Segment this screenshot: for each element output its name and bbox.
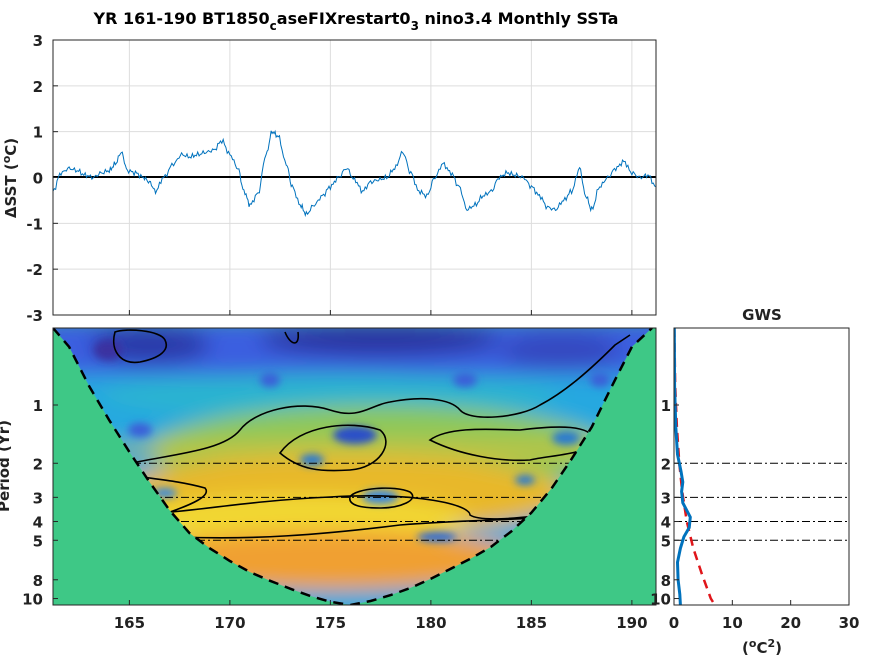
figure-title: YR 161-190 BT1850caseFIXrestart03 nino3.… <box>93 9 619 33</box>
mid-x-tick-label: 170 <box>214 614 245 632</box>
mid-x-tick-label: 175 <box>315 614 346 632</box>
gws-xlabel-prefix: ( <box>742 639 749 656</box>
gws-xlabel-sup1: o <box>749 637 757 650</box>
sst-timeseries-panel: 3 2 1 0 -1 -2 -3 ΔSST (oC) <box>0 32 657 325</box>
top-y-tick-label: 3 <box>33 32 43 50</box>
title-suffix: nino3.4 Monthly SSTa <box>419 9 619 28</box>
mid-x-tick-label: 185 <box>516 614 547 632</box>
wavelet-power-field <box>53 328 656 605</box>
title-prefix: YR 161-190 BT1850 <box>93 9 270 28</box>
gws-x-tick-label: 30 <box>839 614 860 632</box>
gws-x-ticks: 0 10 20 30 <box>669 600 860 632</box>
gws-y-tick-label: 2 <box>661 455 671 473</box>
mid-y-tick-label: 2 <box>33 455 43 473</box>
ylabel-sup: o <box>0 155 13 163</box>
gws-plot-background <box>674 328 849 605</box>
top-y-tick-label: 1 <box>33 124 43 142</box>
top-y-tick-label: -1 <box>26 215 43 233</box>
gws-y-ticks: 1 2 3 45 810 <box>650 397 679 609</box>
gws-xlabel-suffix: ) <box>775 639 782 656</box>
mid-y-tick-label: 8 <box>33 572 43 590</box>
title-mid: aseFIXrestart0 <box>277 9 411 28</box>
gws-x-tick-label: 20 <box>780 614 801 632</box>
gws-y-tick-label: 4 <box>661 514 671 532</box>
gws-y-tick-label: 10 <box>650 591 671 609</box>
gws-x-axis-label: (oC2) <box>742 637 782 656</box>
gws-xlabel-sup2: 2 <box>767 637 775 650</box>
gws-title: GWS <box>742 306 782 324</box>
mid-y-tick-label: 5 <box>33 532 43 550</box>
gws-y-tick-label: 1 <box>661 397 671 415</box>
mid-y-tick-label: 1 <box>33 397 43 415</box>
top-y-tick-label: 2 <box>33 78 43 96</box>
mid-y-tick-label: 3 <box>33 489 43 507</box>
mid-y-tick-label: 10 <box>22 591 43 609</box>
gws-y-tick-label: 5 <box>661 532 671 550</box>
top-y-axis-label: ΔSST (oC) <box>0 138 20 218</box>
ylabel-suffix: C) <box>2 138 20 156</box>
mid-y-tick-label: 4 <box>33 514 43 532</box>
title-sub2: 3 <box>411 19 419 33</box>
gws-plot-border <box>673 327 850 606</box>
gws-reference-period-lines <box>674 462 849 541</box>
ylabel-prefix: ΔSST ( <box>2 163 20 218</box>
top-y-tick-label: -3 <box>26 307 43 325</box>
gws-y-tick-label: 3 <box>661 489 671 507</box>
mid-x-ticks: 165 170 175 180 185 190 <box>114 600 648 632</box>
mid-x-tick-label: 180 <box>415 614 446 632</box>
wavelet-power-panel: 1 2 3 45 810 165 170 175 180 185 190 Period (Yr) <box>0 327 657 632</box>
gws-x-tick-label: 0 <box>669 614 679 632</box>
title-sub1: c <box>270 19 277 33</box>
top-y-tick-label: -2 <box>26 261 43 279</box>
gws-spectrum-line <box>674 328 692 605</box>
sst-anomaly-line <box>53 129 656 218</box>
gws-y-tick-label: 8 <box>661 572 671 590</box>
top-y-ticks: 3 2 1 0 -1 -2 -3 <box>26 32 633 325</box>
mid-plot-border <box>52 327 657 606</box>
gws-xlabel-mid: C <box>756 639 767 656</box>
gws-x-tick-label: 10 <box>722 614 743 632</box>
mid-x-tick-label: 190 <box>616 614 647 632</box>
top-y-tick-label: 0 <box>33 170 43 188</box>
mid-x-tick-label: 165 <box>114 614 145 632</box>
mid-y-axis-label: Period (Yr) <box>0 420 13 512</box>
mid-y-ticks: 1 2 3 45 810 <box>22 397 58 609</box>
